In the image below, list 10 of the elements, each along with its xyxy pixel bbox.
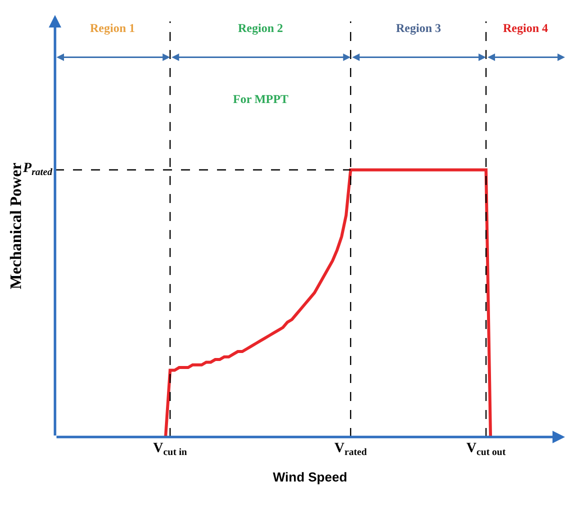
text: Region 3 bbox=[396, 21, 441, 35]
x-tick-label: V$_{cut out}$ bbox=[466, 441, 506, 458]
text: Region 1 bbox=[90, 21, 135, 35]
text: For MPPT bbox=[233, 92, 288, 106]
x-axis-title: Wind Speed bbox=[272, 470, 348, 485]
x-tick-label: V$_{rated}$ bbox=[334, 441, 368, 458]
ref-line-label: P$_{rated}$ bbox=[23, 161, 54, 178]
text: Region 4 bbox=[503, 21, 548, 35]
text: Region 2 bbox=[238, 21, 283, 35]
x-tick-label: V$_{cut in}$ bbox=[153, 441, 188, 458]
